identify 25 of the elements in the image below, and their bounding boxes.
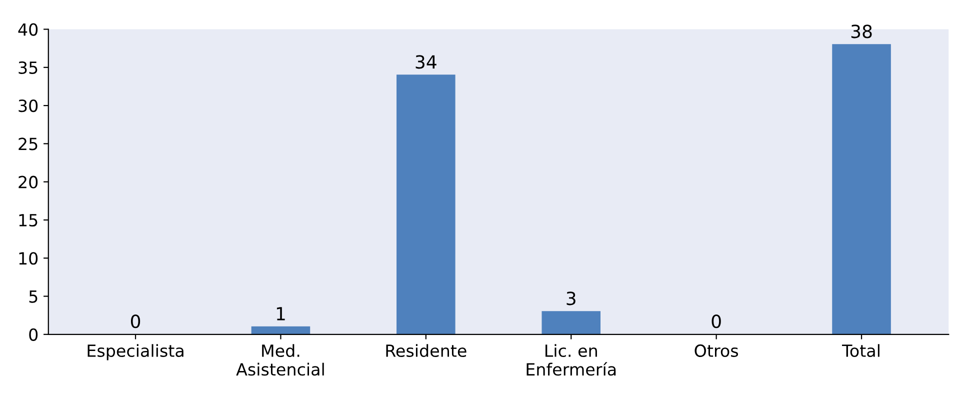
y-tick-label: 5 xyxy=(29,290,38,303)
y-tick-label: 10 xyxy=(19,252,38,265)
x-tick-label: Lic. en Enfermería xyxy=(526,344,616,376)
y-tick-label: 15 xyxy=(19,214,38,227)
bar xyxy=(396,74,456,334)
y-tick-label: 0 xyxy=(29,328,38,341)
y-tick-label: 25 xyxy=(18,138,38,150)
x-tick-label: Especialista xyxy=(88,344,184,360)
x-tick-label: Total xyxy=(842,344,880,358)
y-tick-label: 30 xyxy=(18,100,38,112)
y-tick-label: 20 xyxy=(18,176,38,188)
bar xyxy=(542,311,601,334)
y-tick-label: 35 xyxy=(18,61,38,74)
bar xyxy=(251,326,310,334)
data-label: 0 xyxy=(712,314,721,328)
x-tick-label: Otros xyxy=(694,344,738,358)
data-label: 3 xyxy=(566,292,576,306)
y-tick-label: 40 xyxy=(18,23,38,36)
data-label: 38 xyxy=(851,24,872,38)
bar xyxy=(832,44,891,334)
x-tick-label: Residente xyxy=(386,344,466,358)
data-label: 1 xyxy=(276,307,285,320)
data-label: 0 xyxy=(130,314,140,328)
x-tick-label: Med. Asistencial xyxy=(236,344,324,376)
data-label: 34 xyxy=(416,55,436,69)
